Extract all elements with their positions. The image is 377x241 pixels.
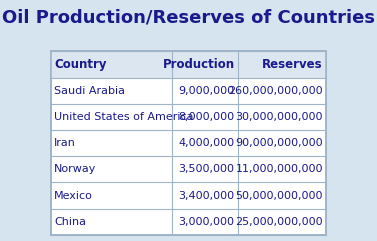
Text: Reserves: Reserves <box>262 58 323 71</box>
Text: 3,000,000: 3,000,000 <box>179 217 234 227</box>
Text: 3,400,000: 3,400,000 <box>178 191 234 201</box>
Text: 25,000,000,000: 25,000,000,000 <box>235 217 323 227</box>
Text: Mexico: Mexico <box>54 191 93 201</box>
Text: 90,000,000,000: 90,000,000,000 <box>235 138 323 148</box>
Text: Iran: Iran <box>54 138 76 148</box>
Text: Production: Production <box>162 58 234 71</box>
Text: 3,500,000: 3,500,000 <box>179 164 234 174</box>
Text: 4,000,000: 4,000,000 <box>178 138 234 148</box>
Text: 8,000,000: 8,000,000 <box>178 112 234 122</box>
Text: 11,000,000,000: 11,000,000,000 <box>235 164 323 174</box>
Text: 50,000,000,000: 50,000,000,000 <box>235 191 323 201</box>
Text: Oil Production/Reserves of Countries: Oil Production/Reserves of Countries <box>2 8 375 27</box>
Text: United States of America: United States of America <box>54 112 194 122</box>
Text: 260,000,000,000: 260,000,000,000 <box>228 86 323 96</box>
Text: China: China <box>54 217 86 227</box>
FancyBboxPatch shape <box>51 51 326 78</box>
Text: 30,000,000,000: 30,000,000,000 <box>235 112 323 122</box>
Text: Country: Country <box>54 58 107 71</box>
Text: Saudi Arabia: Saudi Arabia <box>54 86 125 96</box>
Text: 9,000,000: 9,000,000 <box>178 86 234 96</box>
Text: Norway: Norway <box>54 164 97 174</box>
FancyBboxPatch shape <box>51 51 326 235</box>
